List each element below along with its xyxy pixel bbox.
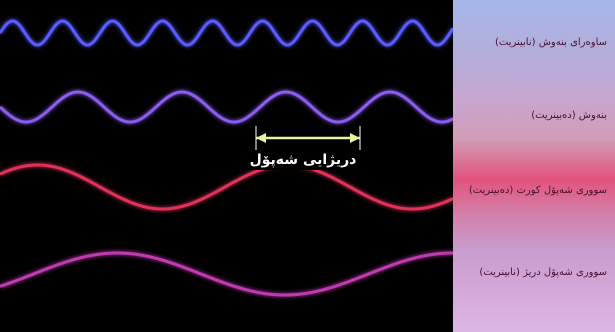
waves-panel <box>0 0 453 332</box>
band-label-violet: بنەوش (دەبینریت) <box>531 110 607 121</box>
band-label-long-red: سووری شەپۆل دریژ (نابینریت) <box>479 267 607 278</box>
wavelength-label: دریژایی شەپۆل <box>239 151 367 170</box>
wave-short-red <box>0 163 453 211</box>
spectrum-strip <box>453 0 615 332</box>
wavelength-arrow <box>255 126 361 150</box>
wave-ultraviolet <box>0 19 453 47</box>
band-label-short-red: سووری شەپۆل کورت (دەبینریت) <box>468 185 607 196</box>
wave-long-red <box>0 251 453 297</box>
wave-violet <box>0 90 453 124</box>
band-label-ultraviolet: ساوەرای بنەوش (نابینریت) <box>494 37 607 48</box>
waves-svg <box>0 19 453 297</box>
